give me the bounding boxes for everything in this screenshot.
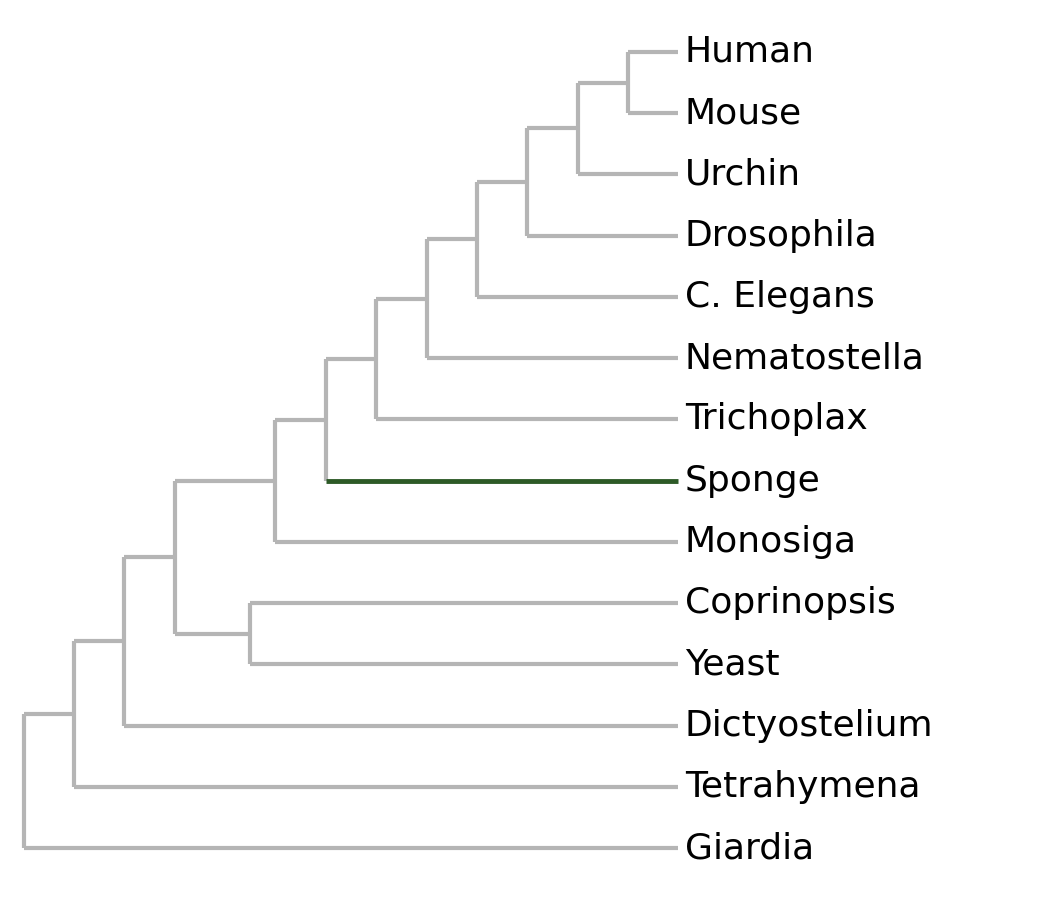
Text: Yeast: Yeast (685, 647, 779, 681)
Text: Monosiga: Monosiga (685, 525, 857, 559)
Text: Urchin: Urchin (685, 158, 801, 192)
Text: Giardia: Giardia (685, 831, 814, 865)
Text: Dictyostelium: Dictyostelium (685, 708, 934, 742)
Text: Trichoplax: Trichoplax (685, 402, 868, 436)
Text: Sponge: Sponge (685, 464, 820, 498)
Text: Coprinopsis: Coprinopsis (685, 586, 896, 620)
Text: C. Elegans: C. Elegans (685, 280, 875, 314)
Text: Nematostella: Nematostella (685, 341, 925, 375)
Text: Tetrahymena: Tetrahymena (685, 770, 920, 804)
Text: Human: Human (685, 35, 815, 69)
Text: Mouse: Mouse (685, 96, 802, 130)
Text: Drosophila: Drosophila (685, 219, 878, 253)
